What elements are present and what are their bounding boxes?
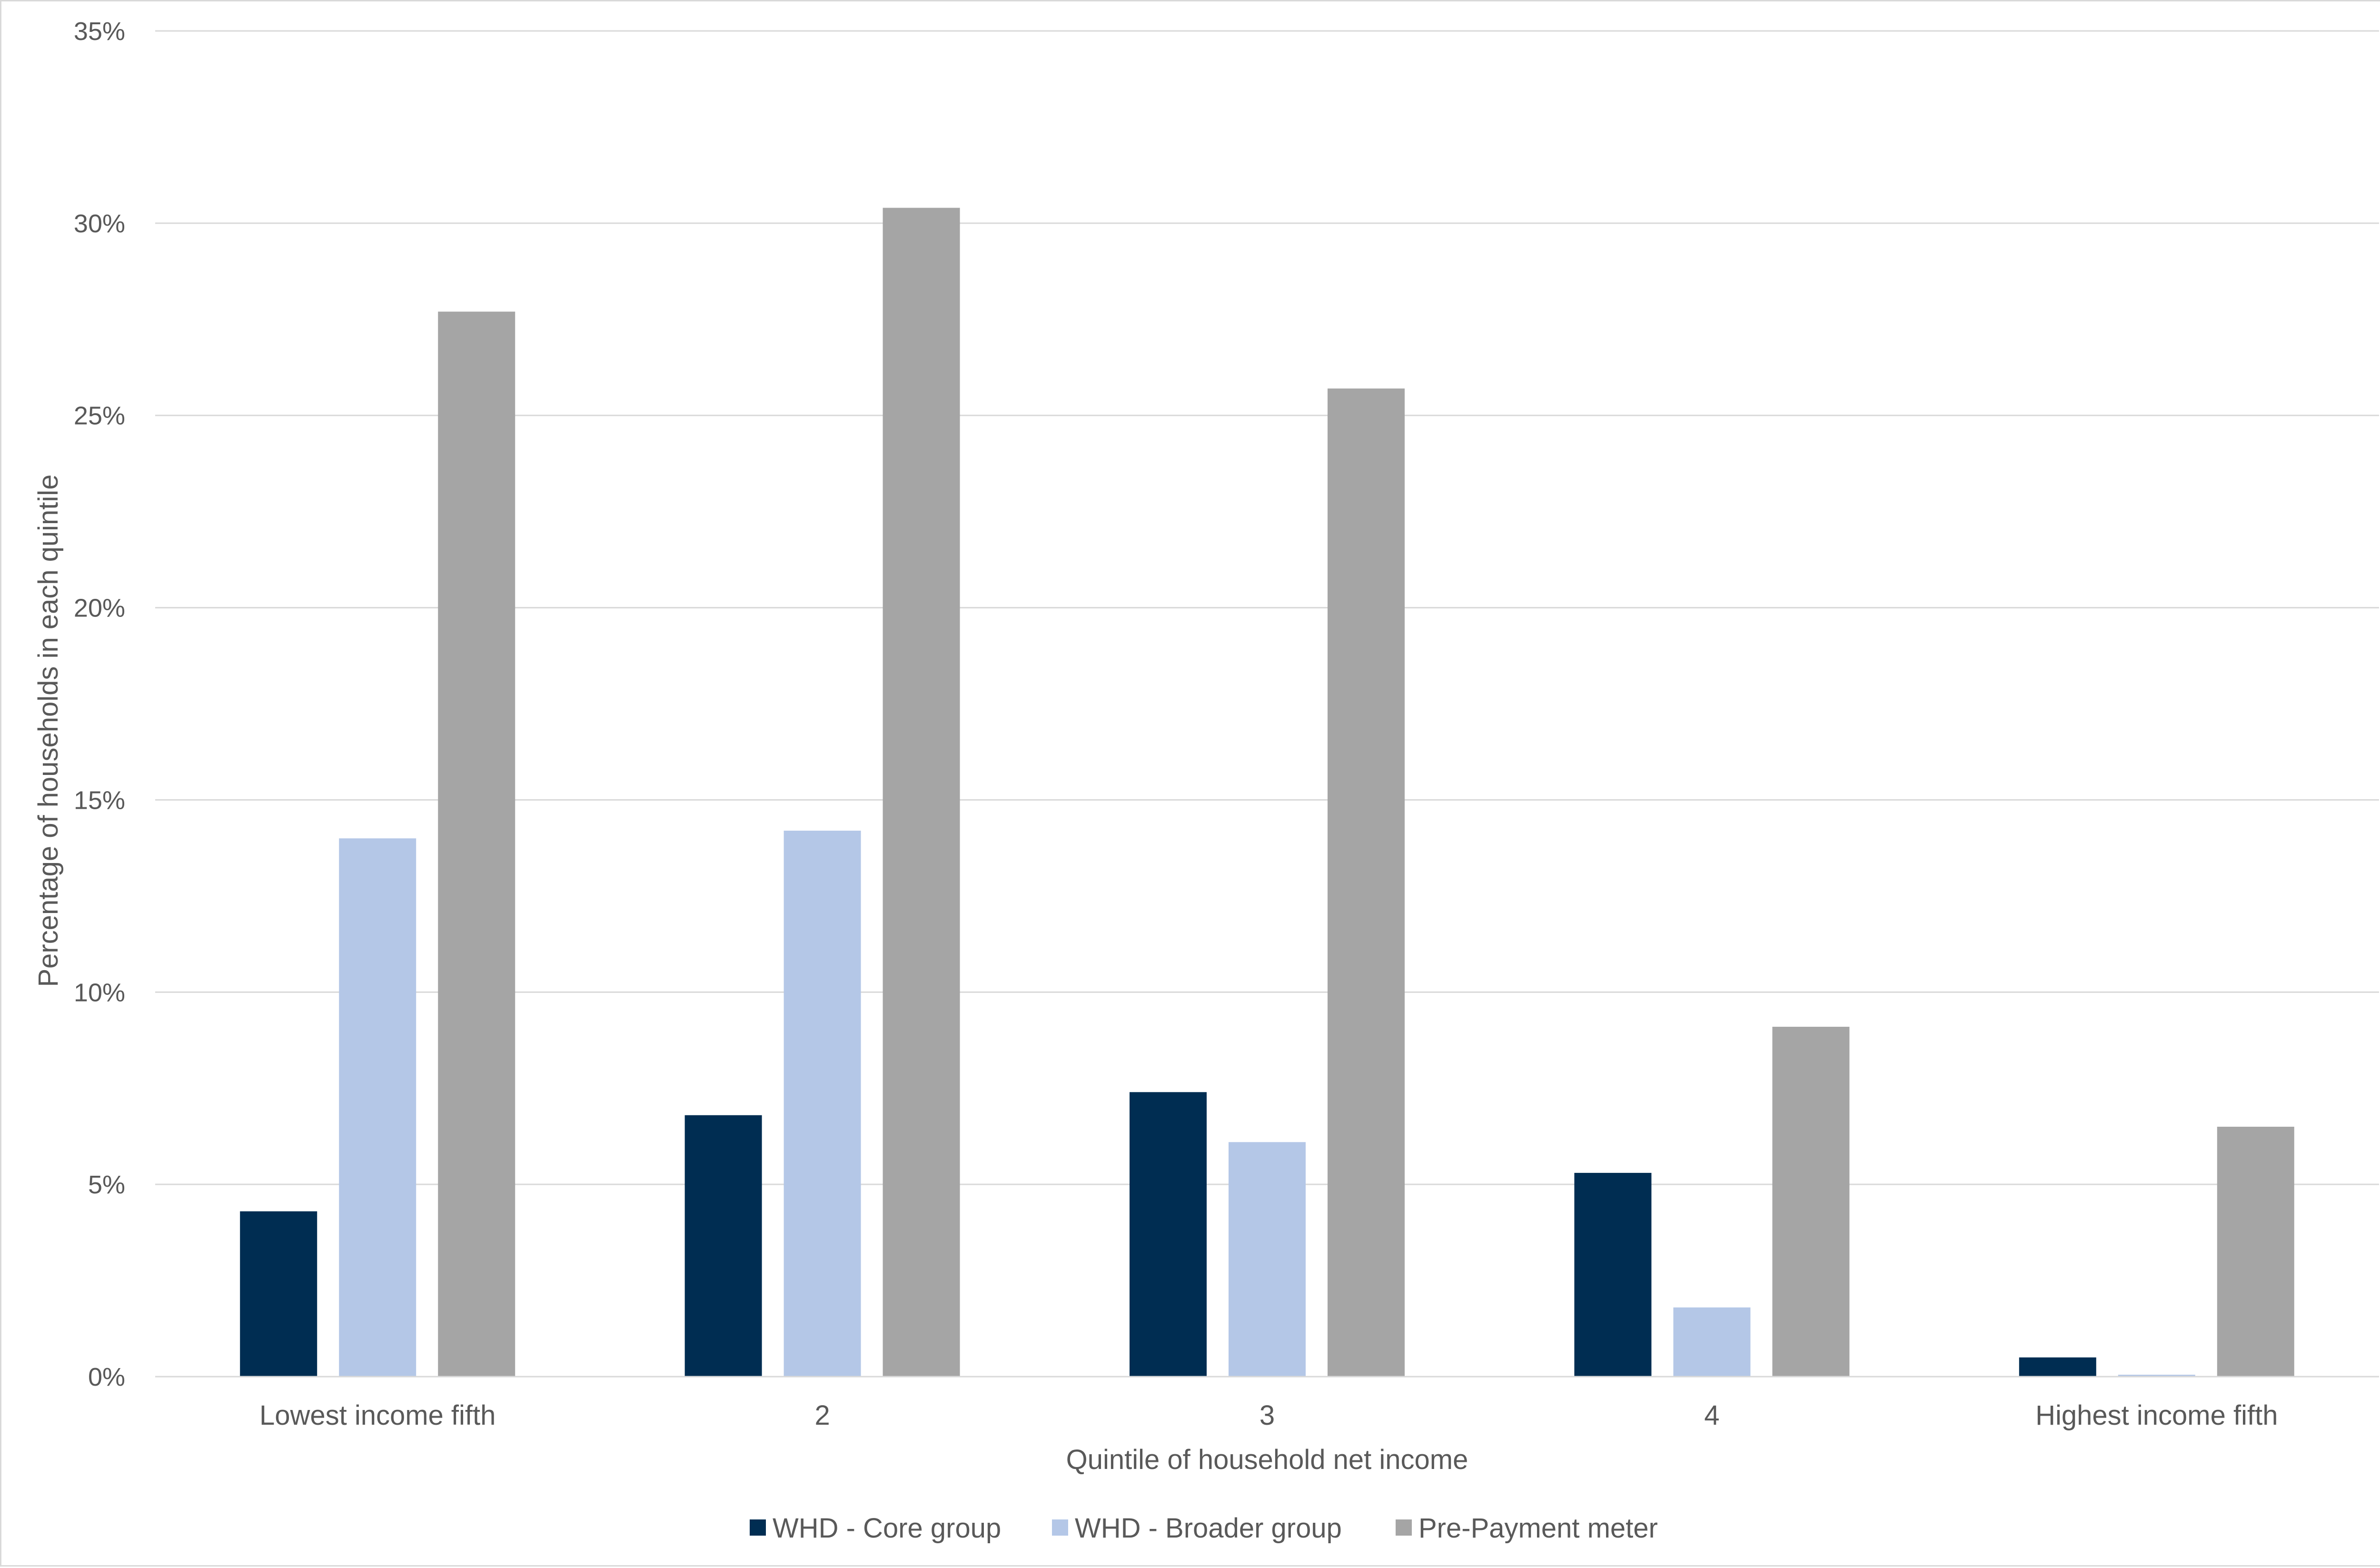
bar [1673, 1307, 1751, 1377]
y-tick-label: 35% [74, 17, 125, 46]
legend-swatch [750, 1519, 766, 1536]
bar [1772, 1026, 1850, 1377]
bar [1130, 1092, 1207, 1377]
bar [783, 831, 861, 1377]
legend-swatch [1052, 1519, 1068, 1536]
bar [684, 1115, 762, 1377]
bar [1229, 1142, 1306, 1377]
bar [883, 208, 960, 1377]
y-tick-label: 25% [74, 402, 125, 430]
bars [240, 208, 2294, 1377]
x-category-label: 2 [814, 1400, 830, 1431]
bar [1574, 1172, 1652, 1377]
y-tick-label: 30% [74, 209, 125, 238]
y-axis-tick-labels: 0% 5% 10% 15% 20% 25% 30% 35% [74, 17, 125, 1391]
x-category-label: 4 [1704, 1400, 1719, 1431]
legend-label: WHD - Core group [773, 1513, 1001, 1544]
legend: WHD - Core group WHD - Broader group Pre-P… [750, 1513, 1658, 1544]
x-axis-category-labels: Lowest income fifth 2 3 4 Highest income fif… [259, 1400, 2278, 1431]
bar [2217, 1126, 2294, 1377]
y-tick-label: 5% [88, 1171, 125, 1199]
x-category-label: Lowest income fifth [259, 1400, 496, 1431]
bar [2019, 1357, 2096, 1377]
legend-swatch [1396, 1519, 1412, 1536]
x-category-label: 3 [1259, 1400, 1275, 1431]
y-tick-label: 0% [88, 1363, 125, 1391]
y-tick-label: 10% [74, 978, 125, 1007]
bar [339, 838, 416, 1377]
legend-label: WHD - Broader group [1075, 1513, 1342, 1544]
bar [1328, 388, 1405, 1377]
bar [2118, 1374, 2195, 1377]
y-tick-label: 15% [74, 786, 125, 814]
y-tick-label: 20% [74, 594, 125, 623]
gridlines [155, 30, 2379, 1185]
x-axis-title: Quintile of household net income [1066, 1444, 1468, 1475]
y-axis-title: Percentage of households in each quintil… [33, 475, 64, 987]
bar [240, 1211, 317, 1377]
legend-label: Pre-Payment meter [1418, 1513, 1658, 1544]
x-category-label: Highest income fifth [2035, 1400, 2278, 1431]
bar [438, 311, 516, 1377]
